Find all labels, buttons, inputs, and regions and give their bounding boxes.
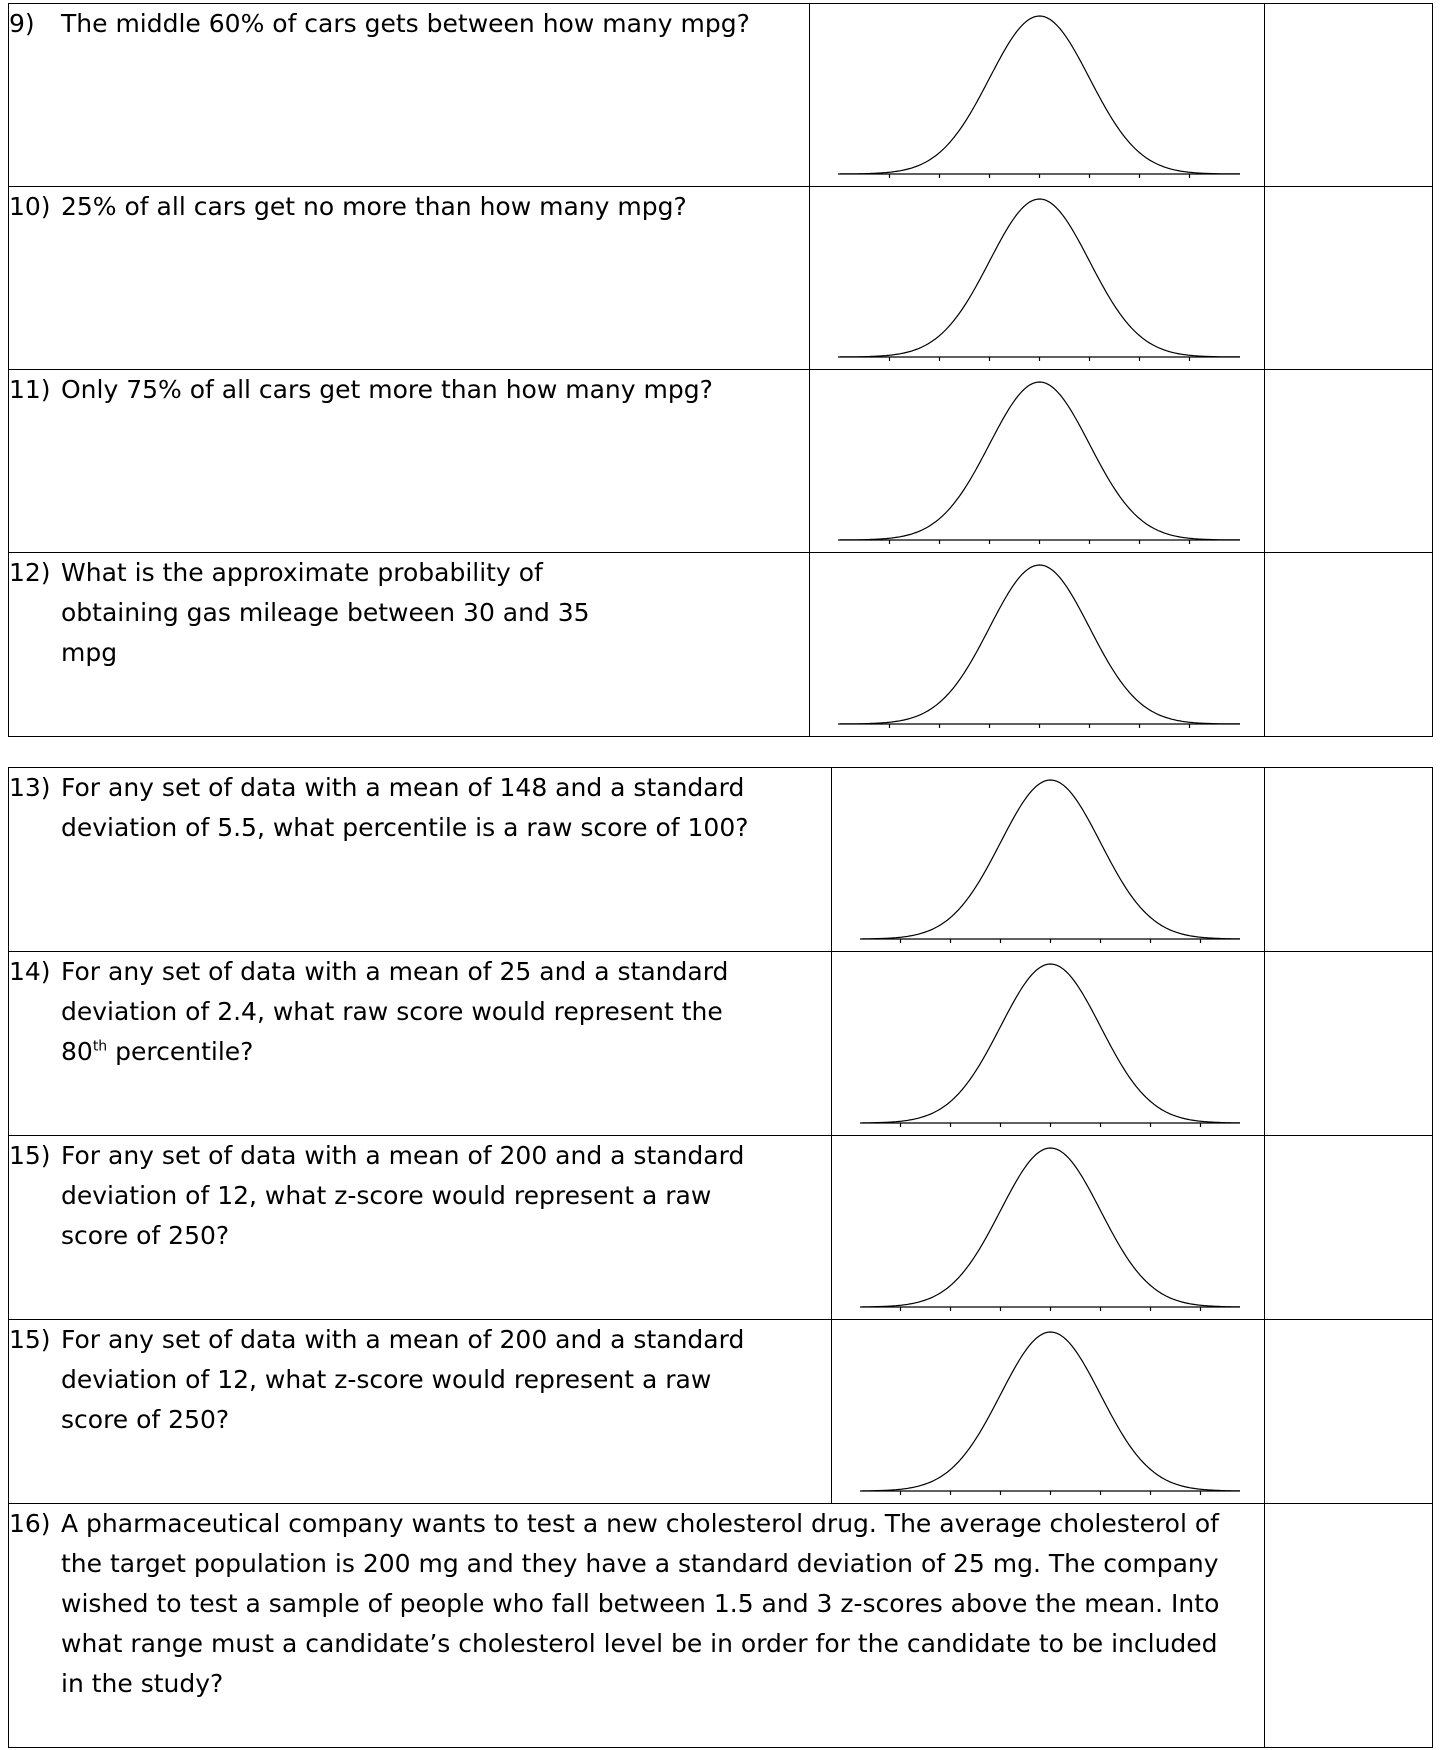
normal-curve-diagram [838, 15, 1240, 178]
question-number: 15) [9, 1325, 51, 1354]
normal-curve-cell [809, 369, 1265, 553]
question-number: 16) [9, 1509, 51, 1538]
normal-curve-cell [831, 1135, 1265, 1320]
question-text: For any set of data with a mean of 148 a… [61, 773, 749, 842]
question-cell: 15) For any set of data with a mean of 20… [8, 1135, 832, 1320]
normal-curve-diagram [860, 963, 1240, 1127]
bell-curve [840, 381, 1240, 541]
question-text: For any set of data with a mean of 200 a… [61, 1141, 745, 1250]
question-number: 11) [9, 375, 51, 404]
answer-cell[interactable] [1264, 1319, 1433, 1504]
question-row: 11) Only 75% of all cars get more than ho… [8, 369, 1433, 553]
question-cell: 11) Only 75% of all cars get more than ho… [8, 369, 810, 553]
answer-cell[interactable] [1264, 1503, 1433, 1748]
question-text: For any set of data with a mean of 200 a… [61, 1325, 745, 1434]
bell-curve [840, 15, 1240, 175]
question-row: 12) What is the approximate probability o… [8, 552, 1433, 737]
bell-curve [861, 963, 1240, 1124]
question-cell: 16) A pharmaceutical company wants to tes… [8, 1503, 1265, 1748]
question-row: 10) 25% of all cars get no more than how … [8, 186, 1433, 370]
question-row: 14) For any set of data with a mean of 25… [8, 951, 1433, 1136]
normal-curve-cell [831, 951, 1265, 1136]
normal-curve-diagram [838, 381, 1240, 544]
question-text: A pharmaceutical company wants to test a… [61, 1509, 1220, 1698]
question-cell: 13) For any set of data with a mean of 14… [8, 767, 832, 952]
normal-curve-diagram [860, 779, 1240, 943]
questions-table-1: 9) The middle 60% of cars gets between ho… [8, 3, 1433, 737]
answer-cell[interactable] [1264, 1135, 1433, 1320]
question-number: 13) [9, 773, 51, 802]
normal-curve-cell [809, 186, 1265, 370]
question-row: 15) For any set of data with a mean of 20… [8, 1319, 1433, 1504]
question-number: 14) [9, 957, 51, 986]
ordinal-suffix: th [92, 1038, 108, 1055]
answer-cell[interactable] [1264, 552, 1433, 737]
answer-cell[interactable] [1264, 951, 1433, 1136]
normal-curve-diagram [860, 1331, 1240, 1495]
bell-curve [861, 779, 1240, 940]
question-cell: 15) For any set of data with a mean of 20… [8, 1319, 832, 1504]
questions-table-2: 13) For any set of data with a mean of 14… [8, 767, 1433, 1748]
question-number: 10) [9, 192, 51, 221]
question-row: 13) For any set of data with a mean of 14… [8, 767, 1433, 952]
normal-curve-cell [831, 767, 1265, 952]
question-cell: 12) What is the approximate probability o… [8, 552, 810, 737]
bell-curve [840, 198, 1240, 358]
question-text: For any set of data with a mean of 25 an… [61, 957, 729, 1066]
bell-curve [861, 1147, 1240, 1308]
question-number: 9) [9, 9, 35, 38]
question-text: Only 75% of all cars get more than how m… [61, 375, 713, 404]
bell-curve [861, 1331, 1240, 1492]
question-text: 25% of all cars get no more than how man… [61, 192, 687, 221]
question-number: 12) [9, 558, 51, 587]
normal-curve-cell [809, 3, 1265, 187]
normal-curve-diagram [838, 198, 1240, 361]
normal-curve-diagram [860, 1147, 1240, 1311]
question-row: 15) For any set of data with a mean of 20… [8, 1135, 1433, 1320]
question-cell: 10) 25% of all cars get no more than how … [8, 186, 810, 370]
question-text: What is the approximate probability of o… [61, 558, 590, 667]
answer-cell[interactable] [1264, 369, 1433, 553]
normal-curve-cell [831, 1319, 1265, 1504]
question-row: 16) A pharmaceutical company wants to tes… [8, 1503, 1433, 1748]
question-cell: 14) For any set of data with a mean of 25… [8, 951, 832, 1136]
answer-cell[interactable] [1264, 186, 1433, 370]
question-row: 9) The middle 60% of cars gets between ho… [8, 3, 1433, 187]
normal-curve-cell [809, 552, 1265, 737]
answer-cell[interactable] [1264, 3, 1433, 187]
question-text-end: percentile? [107, 1037, 254, 1066]
question-text: The middle 60% of cars gets between how … [61, 9, 750, 38]
bell-curve [840, 564, 1240, 725]
question-cell: 9) The middle 60% of cars gets between ho… [8, 3, 810, 187]
normal-curve-diagram [838, 564, 1240, 728]
answer-cell[interactable] [1264, 767, 1433, 952]
question-number: 15) [9, 1141, 51, 1170]
